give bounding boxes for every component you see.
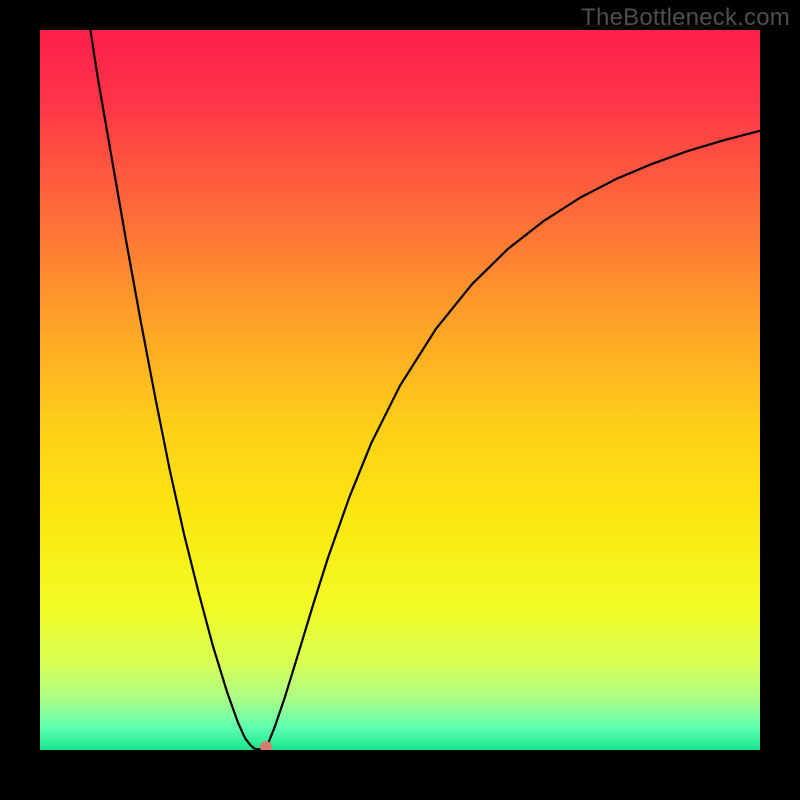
chart-background [40,30,760,750]
chart-container: TheBottleneck.com [0,0,800,800]
optimal-point-marker [260,741,272,753]
watermark-label: TheBottleneck.com [581,4,790,32]
bottleneck-chart [0,0,800,800]
